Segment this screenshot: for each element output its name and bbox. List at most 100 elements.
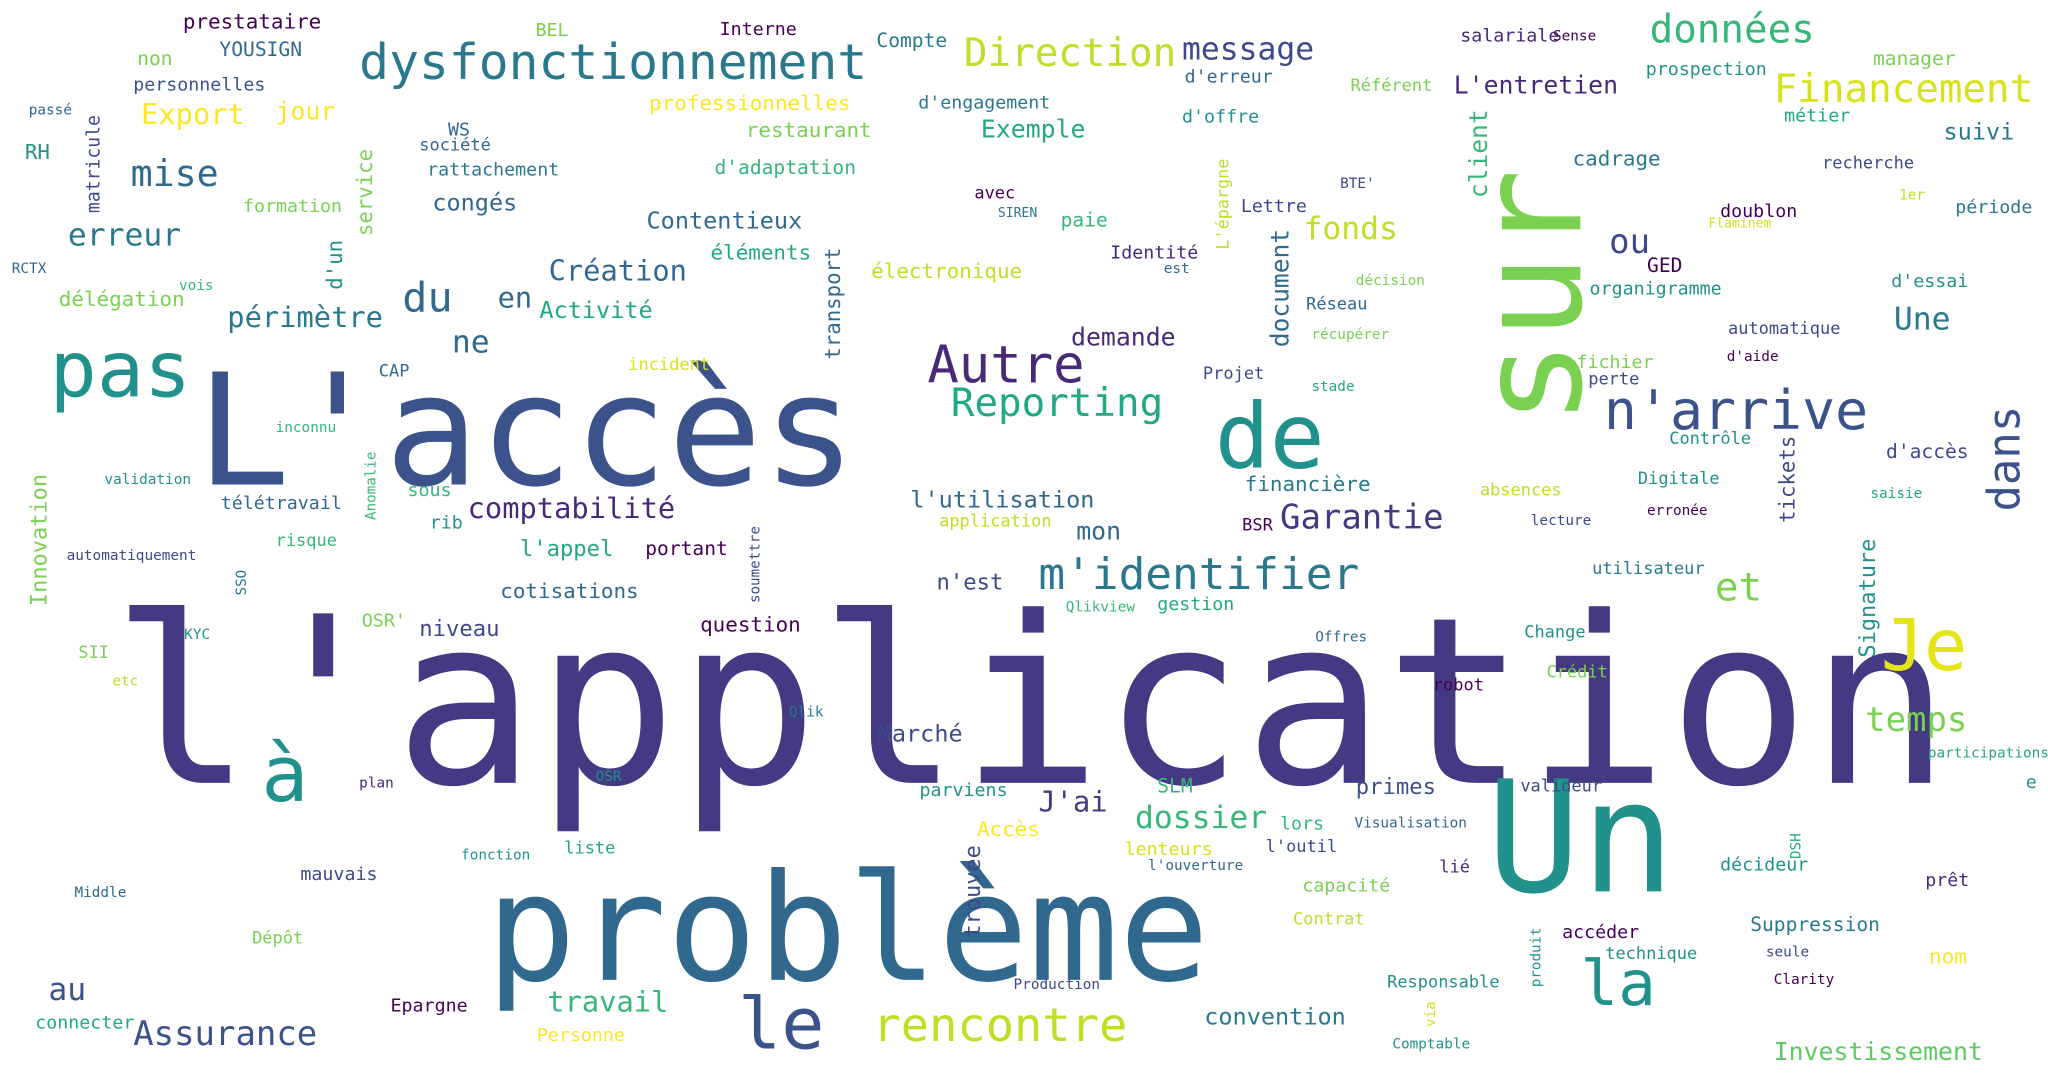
cloud-word: niveau: [419, 616, 500, 643]
cloud-word: prêt: [1925, 870, 1970, 892]
cloud-word: incident: [628, 355, 711, 376]
cloud-word: d'engagement: [918, 93, 1051, 114]
cloud-word: d'essai: [1891, 271, 1969, 292]
cloud-word: dossier: [1135, 799, 1268, 836]
cloud-word: DSH: [1787, 833, 1805, 860]
cloud-word: Réseau: [1306, 295, 1368, 315]
cloud-word: manager: [1872, 47, 1956, 71]
cloud-word: société: [419, 136, 491, 156]
cloud-word: Dépôt: [252, 929, 304, 949]
cloud-word: l'appel: [519, 536, 614, 563]
cloud-word: décision: [1355, 271, 1425, 289]
cloud-word: formation: [242, 196, 343, 218]
cloud-word: d'adaptation: [714, 155, 856, 179]
cloud-word: non: [137, 47, 173, 71]
cloud-word: Visualisation: [1354, 814, 1467, 832]
cloud-word: la: [1580, 948, 1656, 1021]
cloud-word: absences: [1479, 481, 1562, 501]
cloud-word: via: [1421, 1001, 1439, 1027]
cloud-word: Investissement: [1773, 1038, 1983, 1067]
cloud-word: suivi: [1943, 118, 2015, 146]
cloud-word: plan: [359, 774, 394, 792]
cloud-word: en: [497, 282, 533, 316]
cloud-word: sur: [1447, 168, 1615, 426]
cloud-word: liste: [564, 839, 616, 859]
cloud-word: l'utilisation: [910, 487, 1095, 515]
cloud-word: Crédit: [1546, 663, 1608, 683]
cloud-word: restaurant: [745, 117, 872, 143]
cloud-word: BEL: [535, 20, 569, 42]
cloud-word: seule: [1765, 943, 1810, 961]
cloud-word: SII: [78, 643, 110, 664]
cloud-word: Reporting: [950, 381, 1164, 427]
cloud-word: L'entretien: [1453, 71, 1619, 101]
cloud-word: d'aide: [1726, 348, 1779, 365]
cloud-word: automatiquement: [66, 547, 197, 564]
cloud-word: Marché: [877, 720, 963, 748]
cloud-word: primes: [1355, 774, 1436, 801]
cloud-word: OSR: [595, 768, 622, 785]
cloud-word: stade: [1311, 377, 1355, 395]
cloud-word: validation: [104, 470, 191, 488]
cloud-word: YOUSIGN: [219, 38, 302, 62]
cloud-word: Contrôle: [1669, 429, 1752, 449]
cloud-word: inconnu: [275, 419, 337, 437]
cloud-word: vois: [178, 277, 214, 294]
cloud-word: récupérer: [1311, 326, 1390, 343]
cloud-word: salariale: [1460, 25, 1560, 47]
cloud-word: Direction: [963, 31, 1177, 77]
cloud-word: Suppression: [1750, 912, 1880, 936]
cloud-word: application: [939, 512, 1052, 532]
cloud-word: e: [2025, 772, 2037, 794]
cloud-word: comptabilité: [467, 493, 676, 526]
cloud-word: d'accès: [1886, 439, 1969, 464]
cloud-word: erreur: [67, 217, 182, 254]
cloud-word: robot: [1432, 676, 1484, 696]
cloud-word: fonction: [461, 846, 531, 864]
cloud-word: Activité: [539, 297, 653, 325]
cloud-word: tickets: [1775, 435, 1800, 523]
cloud-word: fichier: [1576, 352, 1654, 374]
cloud-word: participations: [1927, 744, 2048, 762]
cloud-word: Projet: [1202, 364, 1265, 385]
cloud-word: saisie: [1870, 485, 1923, 502]
cloud-word: Référent: [1350, 76, 1433, 97]
cloud-word: organigramme: [1589, 279, 1722, 300]
cloud-word: Financement: [1773, 67, 2034, 113]
cloud-word: matricule: [83, 115, 105, 214]
cloud-word: l'application: [111, 568, 1952, 839]
cloud-word: lié: [1439, 858, 1471, 878]
cloud-word: lors: [1279, 813, 1325, 835]
cloud-word: décideur: [1720, 855, 1809, 876]
cloud-word: rattachement: [427, 160, 560, 181]
cloud-word: métier: [1784, 105, 1851, 127]
cloud-word: dans: [1978, 405, 2032, 512]
cloud-word: du: [402, 272, 453, 322]
cloud-word: ou: [1609, 223, 1651, 263]
cloud-word: éléments: [710, 240, 812, 265]
cloud-word: ne: [451, 324, 490, 361]
cloud-word: sous: [407, 480, 452, 502]
cloud-word: J'ai: [1038, 786, 1108, 820]
cloud-word: Middle: [74, 884, 127, 902]
cloud-word: Personne: [536, 1025, 625, 1047]
cloud-word: parviens: [919, 780, 1008, 801]
cloud-word: mise: [130, 152, 219, 196]
cloud-word: Un: [1486, 749, 1676, 929]
cloud-word: SIREN: [997, 206, 1038, 221]
cloud-word: cotisations: [500, 578, 639, 604]
cloud-word: données: [1649, 7, 1815, 53]
cloud-word: d'un: [322, 239, 348, 290]
cloud-word: fonds: [1303, 210, 1398, 247]
cloud-word: période: [1955, 197, 2033, 219]
cloud-word: professionnelles: [649, 90, 851, 115]
cloud-word: Création: [548, 255, 687, 289]
cloud-word: Je: [1880, 603, 1968, 687]
cloud-word: nom: [1929, 944, 1967, 969]
cloud-word: périmètre: [227, 302, 383, 335]
cloud-word: valideur: [1520, 777, 1603, 797]
cloud-word: erronée: [1647, 501, 1708, 519]
cloud-word: SLM: [1157, 774, 1193, 798]
cloud-word: délégation: [58, 286, 185, 312]
